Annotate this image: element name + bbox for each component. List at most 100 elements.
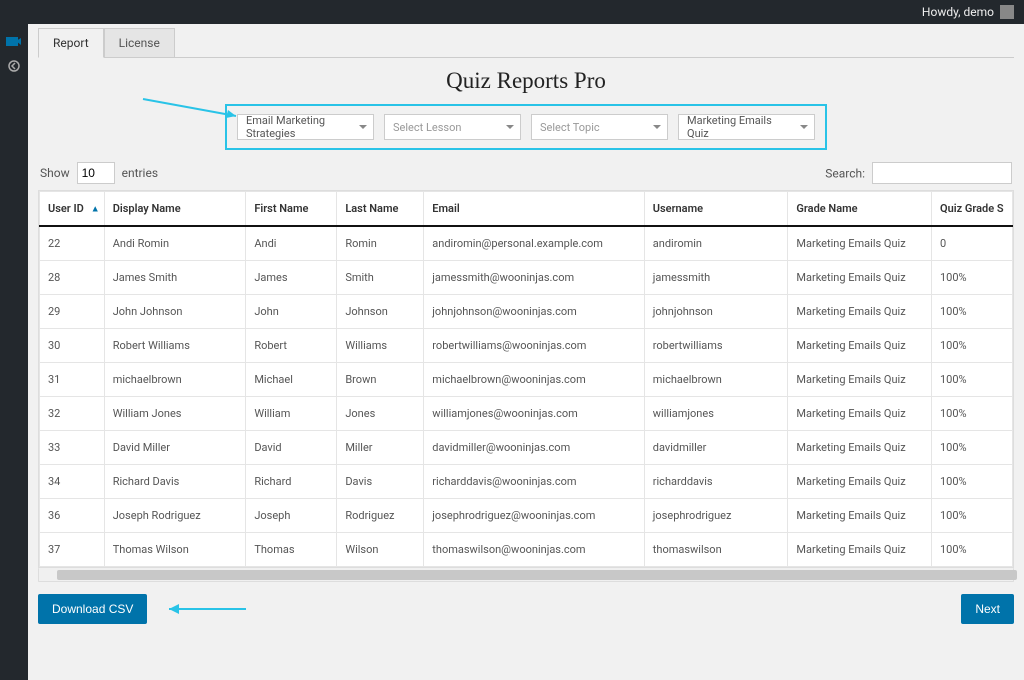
cell-email: davidmiller@wooninjas.com (424, 431, 644, 465)
menu-item-icon[interactable] (6, 34, 22, 50)
course-select-value: Email Marketing Strategies (246, 114, 353, 140)
cell-quiz_grade: 100% (932, 397, 1013, 431)
cell-email: michaelbrown@wooninjas.com (424, 363, 644, 397)
cell-grade_name: Marketing Emails Quiz (788, 363, 932, 397)
cell-first_name: Joseph (246, 499, 337, 533)
quiz-select[interactable]: Marketing Emails Quiz (678, 114, 815, 140)
entries-input[interactable] (77, 162, 115, 184)
cell-last_name: Williams (337, 329, 424, 363)
cell-user_id: 33 (40, 431, 105, 465)
collapse-menu-icon[interactable] (6, 58, 22, 74)
col-last_name[interactable]: Last Name (337, 192, 424, 227)
next-button[interactable]: Next (961, 594, 1014, 624)
col-username[interactable]: Username (644, 192, 788, 227)
cell-first_name: William (246, 397, 337, 431)
cell-display_name: David Miller (104, 431, 246, 465)
page-title: Quiz Reports Pro (38, 68, 1014, 94)
download-csv-button[interactable]: Download CSV (38, 594, 147, 624)
col-user_id[interactable]: User ID▲ (40, 192, 105, 227)
table-row: 37Thomas WilsonThomasWilsonthomaswilson@… (40, 533, 1013, 567)
cell-user_id: 34 (40, 465, 105, 499)
cell-email: josephrodriguez@wooninjas.com (424, 499, 644, 533)
cell-username: robertwilliams (644, 329, 788, 363)
cell-email: thomaswilson@wooninjas.com (424, 533, 644, 567)
cell-display_name: Richard Davis (104, 465, 246, 499)
topic-select-placeholder: Select Topic (540, 121, 600, 134)
search-control: Search: (825, 162, 1012, 184)
cell-first_name: Andi (246, 226, 337, 261)
topic-select[interactable]: Select Topic (531, 114, 668, 140)
col-quiz_grade[interactable]: Quiz Grade S (932, 192, 1013, 227)
greeting-text: Howdy, demo (922, 5, 994, 19)
tab-report[interactable]: Report (38, 28, 104, 58)
cell-display_name: Thomas Wilson (104, 533, 246, 567)
cell-last_name: Wilson (337, 533, 424, 567)
footer-row: Download CSV Next (38, 594, 1014, 624)
admin-sidebar (0, 24, 28, 680)
cell-display_name: John Johnson (104, 295, 246, 329)
table-row: 28James SmithJamesSmithjamessmith@woonin… (40, 261, 1013, 295)
course-select[interactable]: Email Marketing Strategies (237, 114, 374, 140)
cell-username: jamessmith (644, 261, 788, 295)
cell-email: williamjones@wooninjas.com (424, 397, 644, 431)
show-label: Show (40, 166, 70, 180)
col-display_name[interactable]: Display Name (104, 192, 246, 227)
quiz-select-value: Marketing Emails Quiz (687, 114, 794, 140)
cell-email: andiromin@personal.example.com (424, 226, 644, 261)
cell-quiz_grade: 100% (932, 363, 1013, 397)
horizontal-scrollbar[interactable] (38, 568, 1014, 582)
table-row: 33David MillerDavidMillerdavidmiller@woo… (40, 431, 1013, 465)
cell-last_name: Jones (337, 397, 424, 431)
cell-first_name: John (246, 295, 337, 329)
cell-first_name: Richard (246, 465, 337, 499)
lesson-select[interactable]: Select Lesson (384, 114, 521, 140)
table-row: 32William JonesWilliamJoneswilliamjones@… (40, 397, 1013, 431)
avatar[interactable] (1000, 5, 1014, 19)
cell-display_name: Andi Romin (104, 226, 246, 261)
cell-quiz_grade: 100% (932, 329, 1013, 363)
cell-username: thomaswilson (644, 533, 788, 567)
table-row: 36Joseph RodriguezJosephRodriguezjosephr… (40, 499, 1013, 533)
tab-license[interactable]: License (104, 28, 175, 57)
cell-display_name: James Smith (104, 261, 246, 295)
cell-quiz_grade: 100% (932, 431, 1013, 465)
table-row: 30Robert WilliamsRobertWilliamsrobertwil… (40, 329, 1013, 363)
cell-grade_name: Marketing Emails Quiz (788, 226, 932, 261)
cell-last_name: Rodriguez (337, 499, 424, 533)
entries-control: Show entries (40, 162, 158, 184)
report-table: User ID▲Display NameFirst NameLast NameE… (39, 191, 1013, 567)
cell-grade_name: Marketing Emails Quiz (788, 295, 932, 329)
cell-user_id: 22 (40, 226, 105, 261)
cell-grade_name: Marketing Emails Quiz (788, 397, 932, 431)
cell-user_id: 36 (40, 499, 105, 533)
main-content: Report License Quiz Reports Pro Email Ma… (28, 24, 1024, 680)
cell-first_name: James (246, 261, 337, 295)
table-row: 31michaelbrownMichaelBrownmichaelbrown@w… (40, 363, 1013, 397)
cell-last_name: Romin (337, 226, 424, 261)
cell-username: josephrodriguez (644, 499, 788, 533)
cell-quiz_grade: 100% (932, 533, 1013, 567)
search-label: Search: (825, 167, 865, 181)
cell-quiz_grade: 100% (932, 295, 1013, 329)
cell-display_name: William Jones (104, 397, 246, 431)
cell-user_id: 30 (40, 329, 105, 363)
cell-user_id: 31 (40, 363, 105, 397)
cell-username: williamjones (644, 397, 788, 431)
cell-display_name: Robert Williams (104, 329, 246, 363)
cell-email: robertwilliams@wooninjas.com (424, 329, 644, 363)
col-email[interactable]: Email (424, 192, 644, 227)
entries-label: entries (122, 166, 158, 180)
cell-grade_name: Marketing Emails Quiz (788, 261, 932, 295)
col-grade_name[interactable]: Grade Name (788, 192, 932, 227)
cell-last_name: Smith (337, 261, 424, 295)
cell-email: jamessmith@wooninjas.com (424, 261, 644, 295)
cell-user_id: 29 (40, 295, 105, 329)
table-row: 22Andi RominAndiRominandiromin@personal.… (40, 226, 1013, 261)
admin-topbar: Howdy, demo (0, 0, 1024, 24)
col-first_name[interactable]: First Name (246, 192, 337, 227)
scrollbar-thumb[interactable] (57, 570, 1017, 580)
cell-quiz_grade: 100% (932, 499, 1013, 533)
cell-username: andiromin (644, 226, 788, 261)
cell-last_name: Johnson (337, 295, 424, 329)
search-input[interactable] (872, 162, 1012, 184)
